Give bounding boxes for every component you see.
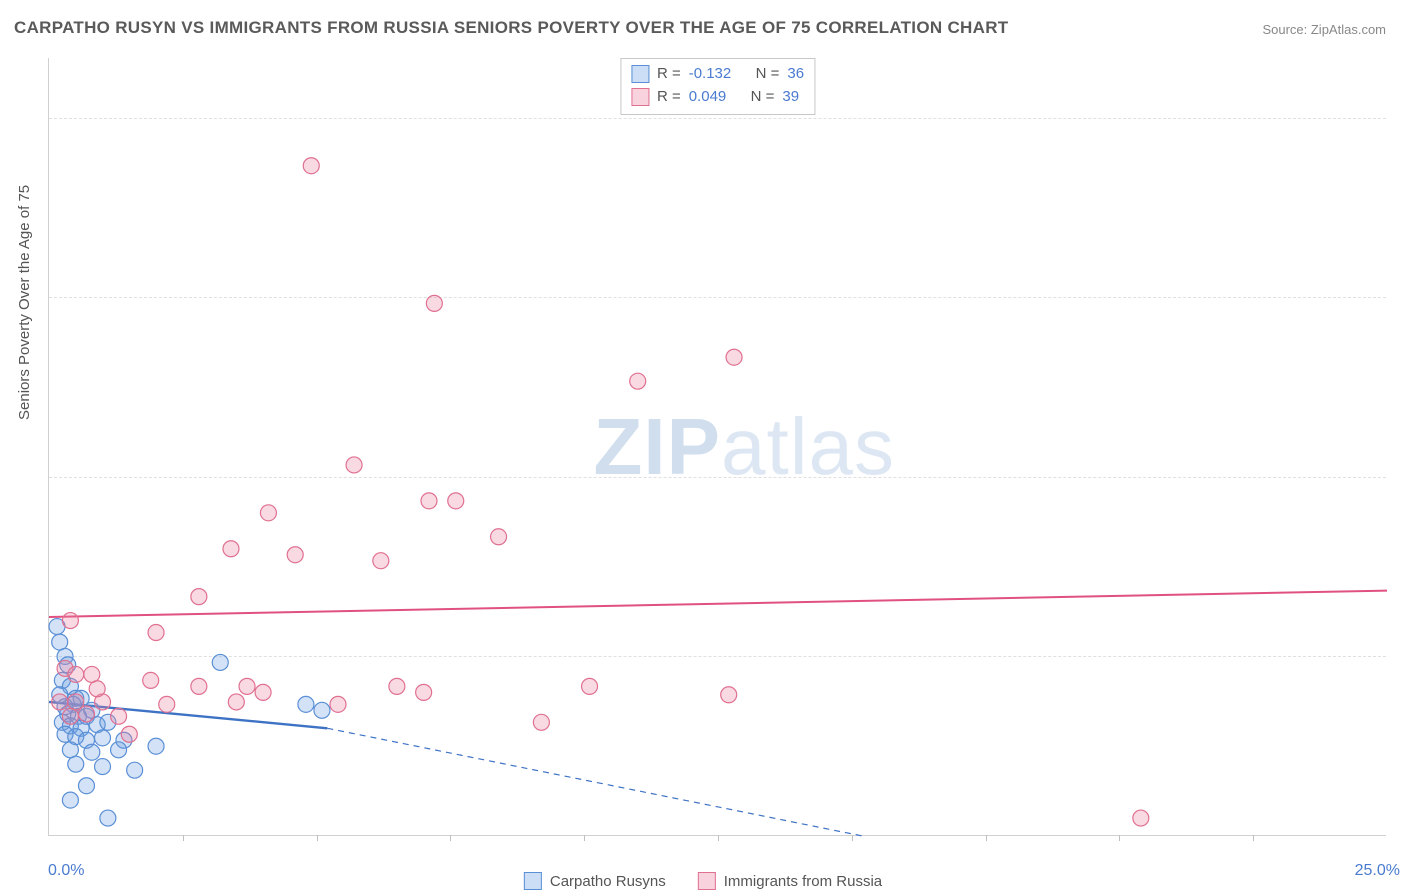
x-axis-min-label: 0.0%	[48, 862, 84, 880]
stat-n-val-0: 36	[787, 63, 804, 86]
data-point	[148, 625, 164, 641]
data-point	[95, 730, 111, 746]
stat-r-label-1: R =	[657, 86, 681, 109]
data-point	[121, 726, 137, 742]
data-point	[239, 678, 255, 694]
data-point	[726, 349, 742, 365]
data-point	[373, 553, 389, 569]
x-tick	[450, 835, 451, 841]
stat-r-val-0: -0.132	[689, 63, 732, 86]
data-point	[191, 678, 207, 694]
data-point	[223, 541, 239, 557]
data-point	[148, 738, 164, 754]
data-point	[78, 706, 94, 722]
data-point	[68, 666, 84, 682]
stats-row-1: R = 0.049 N = 39	[631, 86, 804, 109]
data-point	[191, 589, 207, 605]
data-point	[426, 295, 442, 311]
data-point	[582, 678, 598, 694]
x-tick	[317, 835, 318, 841]
data-point	[159, 696, 175, 712]
data-point	[421, 493, 437, 509]
data-point	[52, 634, 68, 650]
legend-swatch-blue-icon	[524, 872, 542, 890]
data-point	[62, 708, 78, 724]
data-point	[62, 792, 78, 808]
data-point	[298, 696, 314, 712]
data-point	[84, 744, 100, 760]
data-point	[314, 702, 330, 718]
x-tick	[183, 835, 184, 841]
legend-swatch-pink-icon	[698, 872, 716, 890]
source-label: Source: ZipAtlas.com	[1262, 22, 1386, 37]
data-point	[389, 678, 405, 694]
data-point	[62, 742, 78, 758]
data-point	[448, 493, 464, 509]
data-point	[491, 529, 507, 545]
x-tick	[718, 835, 719, 841]
data-point	[111, 708, 127, 724]
x-tick	[584, 835, 585, 841]
data-point	[89, 681, 105, 697]
swatch-pink-icon	[631, 88, 649, 106]
legend-label-1: Immigrants from Russia	[724, 873, 882, 890]
data-point	[84, 666, 100, 682]
data-point	[1133, 810, 1149, 826]
stat-n-label-0: N =	[756, 63, 780, 86]
legend-item-1: Immigrants from Russia	[698, 872, 882, 890]
stat-n-val-1: 39	[782, 86, 799, 109]
data-point	[52, 694, 68, 710]
data-point	[212, 654, 228, 670]
data-point	[346, 457, 362, 473]
data-point	[260, 505, 276, 521]
data-point	[287, 547, 303, 563]
data-point	[303, 158, 319, 174]
stat-n-label-1: N =	[751, 86, 775, 109]
stats-row-0: R = -0.132 N = 36	[631, 63, 804, 86]
data-point	[330, 696, 346, 712]
legend-label-0: Carpatho Rusyns	[550, 873, 666, 890]
trendline-dash-0	[327, 728, 862, 836]
data-point	[78, 778, 94, 794]
stat-r-label-0: R =	[657, 63, 681, 86]
data-point	[111, 742, 127, 758]
x-tick	[986, 835, 987, 841]
data-point	[533, 714, 549, 730]
plot-area: ZIPatlas R = -0.132 N = 36 R = 0.049 N =…	[48, 58, 1386, 836]
y-axis-label: Seniors Poverty Over the Age of 75	[16, 185, 33, 420]
data-point	[721, 687, 737, 703]
stat-r-val-1: 0.049	[689, 86, 727, 109]
legend-item-0: Carpatho Rusyns	[524, 872, 666, 890]
data-point	[416, 684, 432, 700]
chart-svg	[49, 58, 1386, 835]
data-point	[62, 613, 78, 629]
data-point	[100, 810, 116, 826]
data-point	[143, 672, 159, 688]
chart-title: CARPATHO RUSYN VS IMMIGRANTS FROM RUSSIA…	[14, 18, 1008, 38]
data-point	[68, 756, 84, 772]
x-tick	[1119, 835, 1120, 841]
x-axis-max-label: 25.0%	[1355, 862, 1400, 880]
stats-box: R = -0.132 N = 36 R = 0.049 N = 39	[620, 58, 815, 115]
data-point	[255, 684, 271, 700]
data-point	[630, 373, 646, 389]
swatch-blue-icon	[631, 65, 649, 83]
data-point	[95, 759, 111, 775]
data-point	[127, 762, 143, 778]
bottom-legend: Carpatho Rusyns Immigrants from Russia	[524, 872, 882, 890]
data-point	[228, 694, 244, 710]
x-tick	[1253, 835, 1254, 841]
trendline-1	[49, 591, 1387, 617]
x-tick	[852, 835, 853, 841]
